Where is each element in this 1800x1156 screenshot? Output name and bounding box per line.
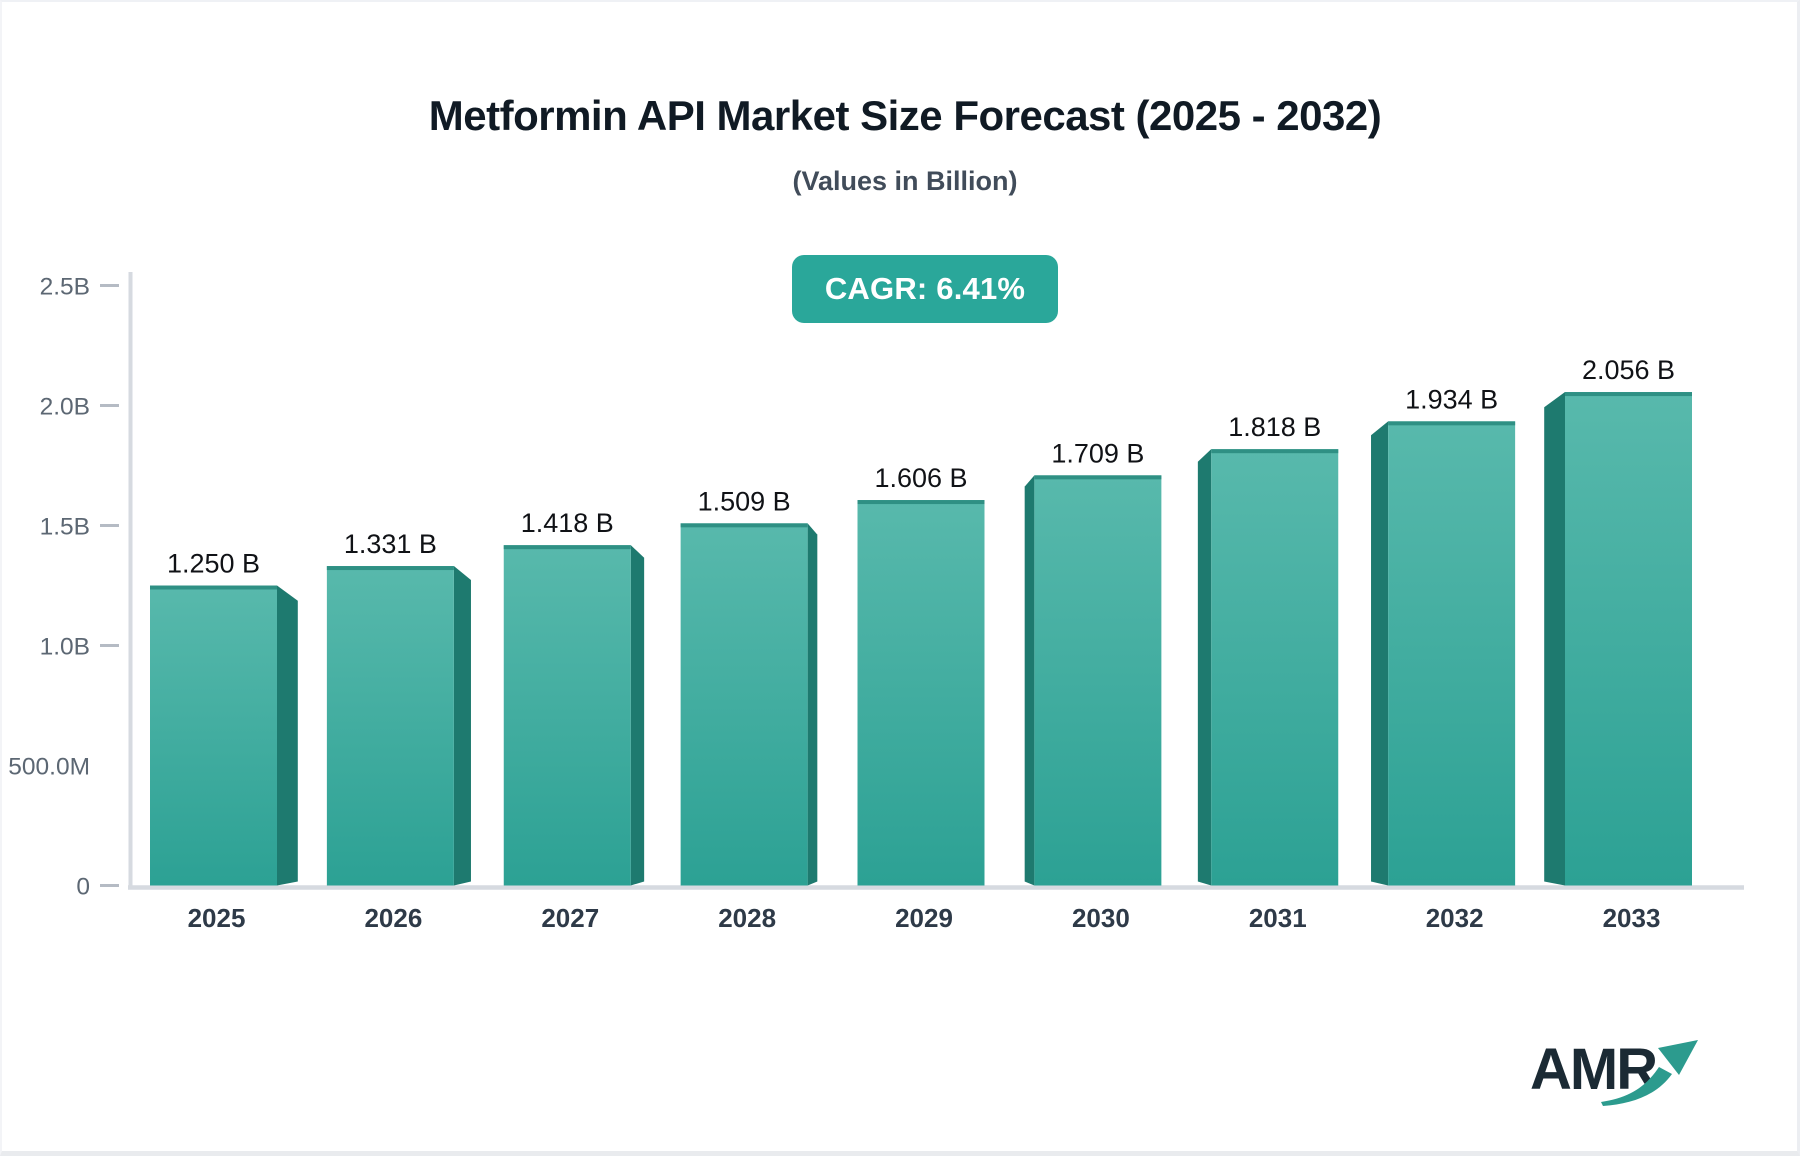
bar-value-label: 1.818 B [1228,412,1321,442]
bar-top-edge [680,523,808,528]
bar-side-face [453,566,471,886]
bar-front-face [326,566,454,886]
bar-side-face [277,585,298,886]
cagr-badge-label: CAGR: 6.41% [824,271,1026,306]
bar-2027 [503,545,645,886]
y-axis-ticks: 2.5B 2.0B 1.5B 1.0B 500.0M 0 [8,274,119,901]
bar-front-face [150,585,277,886]
x-axis-label: 2025 [188,903,246,933]
bar-value-label: 1.709 B [1051,438,1144,468]
bar-value-labels: 1.250 B 1.331 B 1.418 B 1.509 B 1.606 B 1.709… [167,355,1675,578]
bar-front-face [1034,475,1162,886]
bar-front-face [680,523,808,886]
bar-2026 [326,566,471,886]
y-tick-label: 1.5B [40,514,90,541]
x-axis-label: 2031 [1249,903,1307,933]
bar-2029 [857,500,985,886]
bar-2033 [1544,392,1692,886]
x-axis-labels: 2025 2026 2027 2028 2029 2030 2031 2032 2033 [188,903,1661,933]
bar-side-face [630,545,645,886]
bar-value-label: 2.056 B [1582,355,1675,385]
bar-top-edge [503,545,631,550]
bar-side-face [1197,449,1212,886]
cagr-badge: CAGR: 6.41% [792,255,1058,323]
bar-2025 [150,585,298,886]
bar-top-edge [326,566,454,571]
bar-front-face [1388,421,1516,886]
x-axis-label: 2027 [541,903,599,933]
bar-front-face [1565,392,1692,886]
bar-2028 [680,523,818,886]
bar-side-face [807,523,818,886]
x-axis-label: 2032 [1426,903,1484,933]
bar-top-edge [1034,475,1162,480]
chart-title: Metformin API Market Size Forecast (2025… [428,92,1382,139]
bar-front-face [1211,449,1339,886]
bar-side-face [1024,475,1035,886]
growth-arrow-icon [1601,1040,1698,1106]
y-tick-label: 500.0M [8,754,90,781]
bar-series [150,392,1692,886]
chart-subtitle: (Values in Billion) [792,166,1018,196]
bar-top-edge [1388,421,1516,426]
bar-front-face [857,500,985,886]
y-tick-label: 0 [76,874,90,901]
bar-value-label: 1.250 B [167,549,260,579]
bar-top-edge [1565,392,1692,397]
x-axis-label: 2033 [1603,903,1661,933]
bar-side-face [1544,392,1565,886]
x-axis-label: 2028 [718,903,776,933]
bar-value-label: 1.509 B [698,486,791,516]
bar-top-edge [1211,449,1339,454]
y-tick-label: 1.0B [40,634,90,661]
bar-value-label: 1.934 B [1405,384,1498,414]
bar-top-edge [150,585,277,590]
bar-front-face [503,545,631,886]
bar-2031 [1197,449,1339,886]
bar-value-label: 1.606 B [874,463,967,493]
bar-value-label: 1.331 B [344,529,437,559]
brand-logo: AMR [1524,1030,1714,1116]
axes [128,272,1744,890]
bar-side-face [1371,421,1389,886]
bar-2032 [1371,421,1516,886]
x-axis-label: 2029 [895,903,953,933]
bar-value-label: 1.418 B [521,508,614,538]
bar-top-edge [857,500,985,505]
x-axis-label: 2026 [364,903,422,933]
bar-2030 [1024,475,1162,886]
y-tick-label: 2.0B [40,394,90,421]
y-tick-label: 2.5B [40,274,90,301]
x-axis-label: 2030 [1072,903,1130,933]
